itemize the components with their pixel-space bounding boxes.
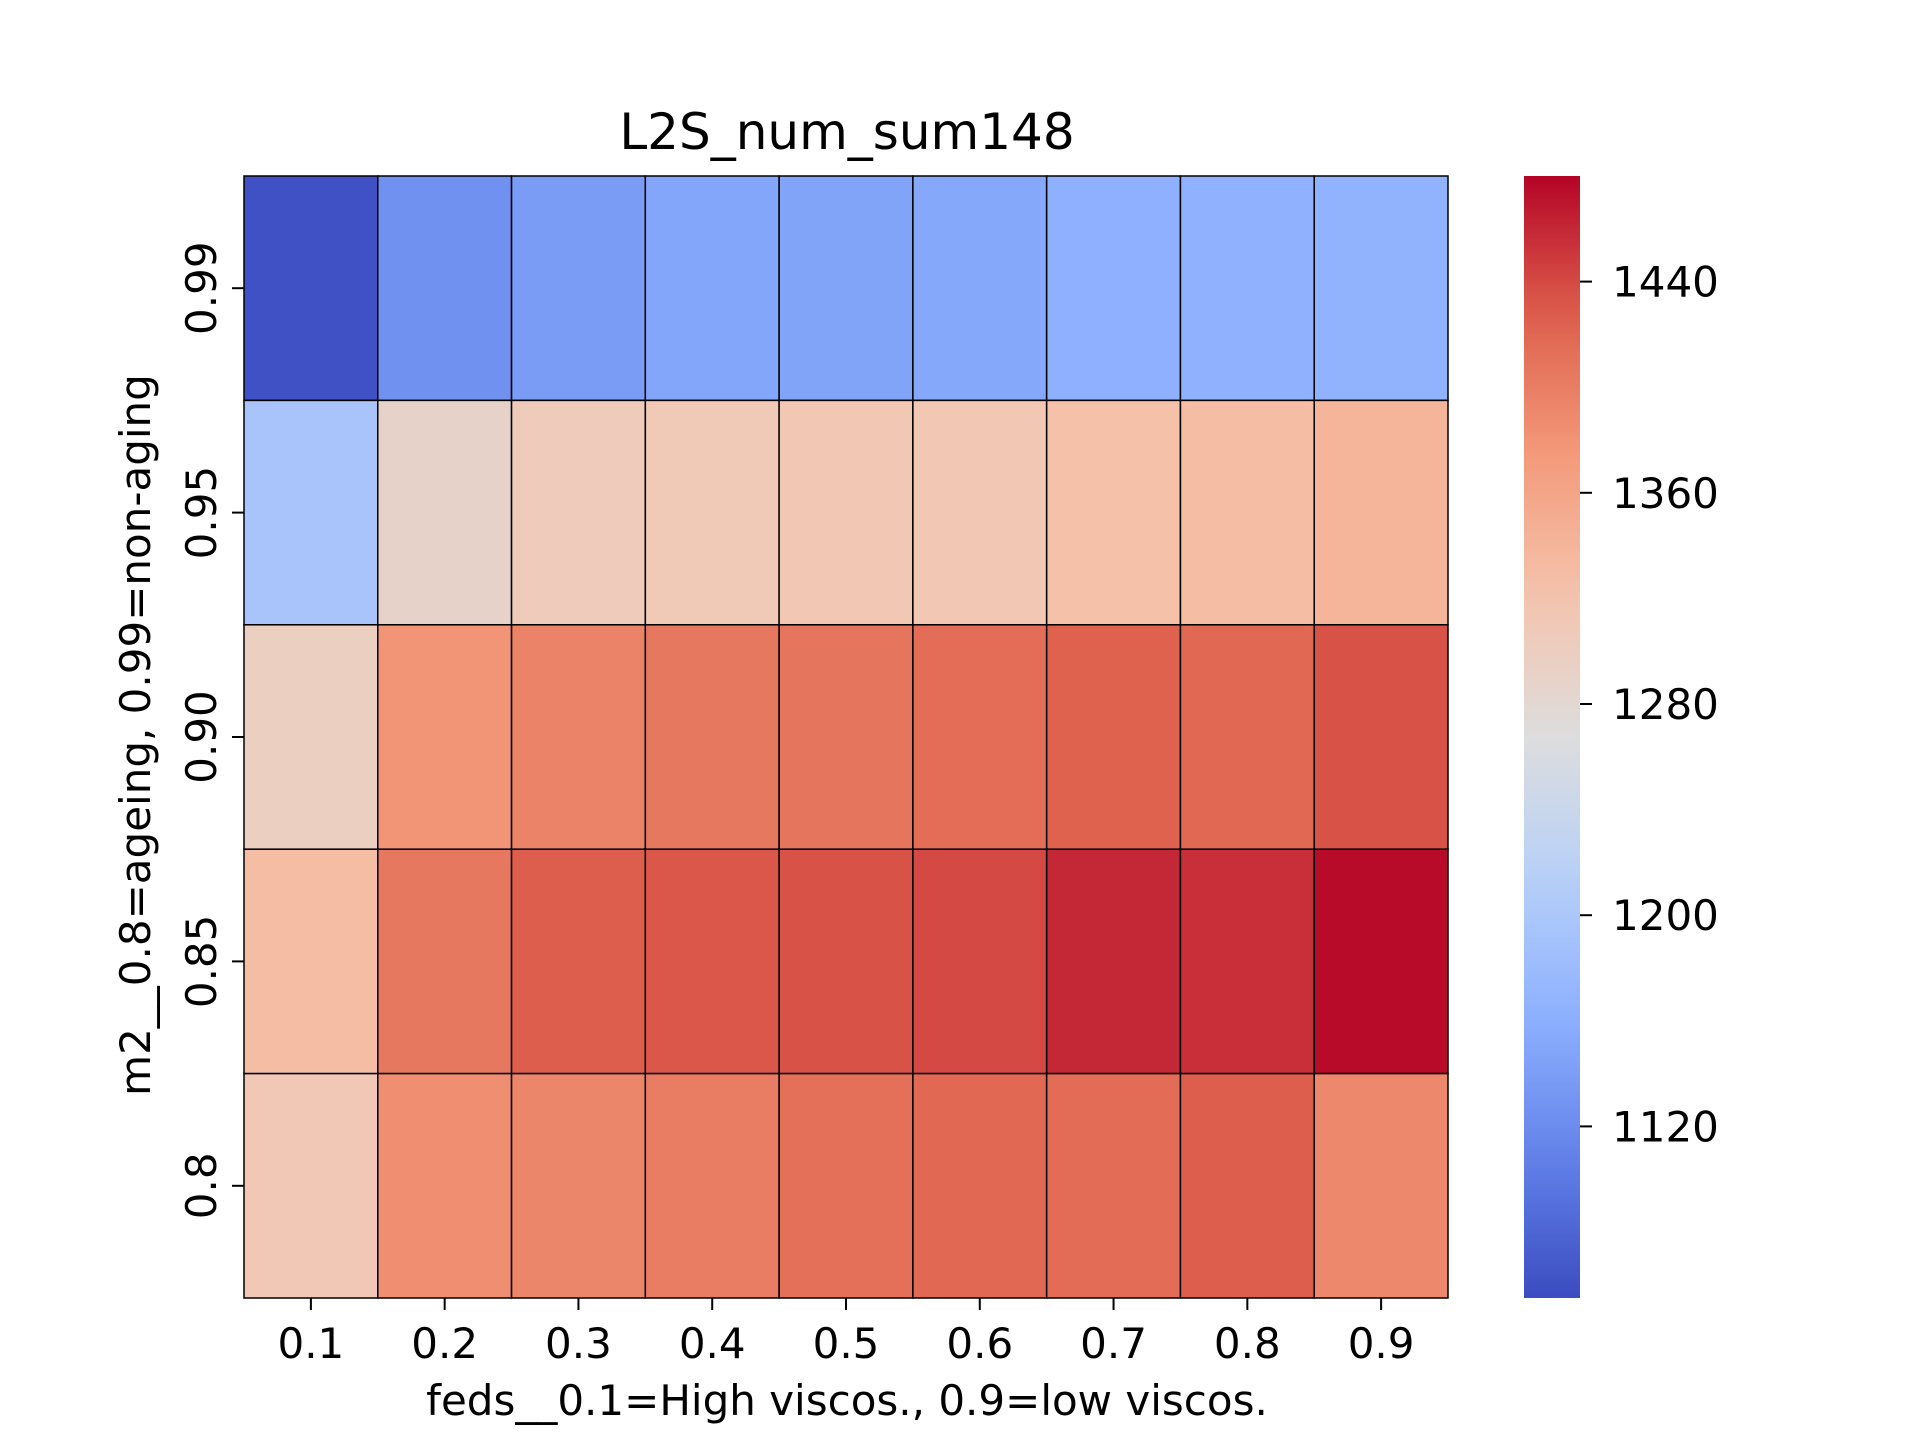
x-axis-ticks: 0.1 0.2 0.3 0.4 0.5 0.6 0.7 0.8 0.9 [277, 1298, 1415, 1368]
y-axis-ticks: 0.99 0.95 0.90 0.85 0.8 [177, 241, 244, 1219]
heatmap-cell [1045, 399, 1182, 626]
heatmap-cell [1179, 624, 1315, 850]
y-tick-label: 0.95 [177, 466, 226, 560]
colorbar-tick-label: 1360 [1612, 469, 1719, 518]
heatmap-cell [377, 399, 513, 626]
heatmap-cell [1313, 1072, 1449, 1299]
colorbar-tick-label: 1280 [1612, 680, 1719, 729]
heatmap-cell [243, 399, 379, 626]
heatmap-cell [912, 399, 1048, 626]
colorbar [1524, 176, 1580, 1298]
heatmap-cell [912, 1072, 1048, 1299]
colorbar-tick-label: 1200 [1612, 891, 1719, 940]
x-tick-label: 0.2 [411, 1319, 478, 1368]
heatmap-cell [644, 399, 780, 626]
heatmap-cell [778, 624, 914, 850]
x-tick-label: 0.7 [1080, 1319, 1147, 1368]
y-tick-label: 0.90 [177, 690, 226, 784]
chart-title: L2S_num_sum148 [619, 103, 1074, 161]
x-tick-label: 0.9 [1348, 1319, 1415, 1368]
heatmap-cell [243, 175, 379, 402]
heatmap-cell [778, 175, 914, 402]
heatmap-cell [1313, 399, 1449, 626]
x-tick-label: 0.4 [679, 1319, 746, 1368]
y-axis-label: m2__0.8=ageing, 0.99=non-aging [111, 374, 160, 1096]
x-axis-label: feds__0.1=High viscos., 0.9=low viscos. [426, 1376, 1268, 1425]
x-tick-label: 0.6 [946, 1319, 1013, 1368]
heatmap-cell [510, 1072, 647, 1299]
heatmap-cell [243, 624, 379, 850]
heatmap-cell [510, 399, 647, 626]
heatmap-cell [644, 1072, 780, 1299]
heatmap-cell [377, 175, 513, 402]
heatmap-cell [912, 624, 1048, 850]
heatmap-cell [1045, 175, 1182, 402]
heatmap-cell [243, 848, 379, 1075]
y-tick-label: 0.8 [177, 1152, 226, 1219]
heatmap-cell [1179, 399, 1315, 626]
heatmap-cell [377, 1072, 513, 1299]
heatmap-cell [1179, 175, 1315, 402]
heatmap-cell [644, 624, 780, 850]
heatmap-cell [1179, 848, 1315, 1075]
colorbar-tick-label: 1440 [1612, 258, 1719, 307]
y-tick-label: 0.85 [177, 915, 226, 1009]
x-tick-label: 0.1 [277, 1319, 344, 1368]
heatmap-cell [778, 848, 914, 1075]
heatmap-cell [377, 848, 513, 1075]
heatmap-cell [1045, 624, 1182, 850]
x-tick-label: 0.3 [545, 1319, 612, 1368]
heatmap-cell [912, 848, 1048, 1075]
heatmap-cell [510, 175, 647, 402]
y-tick-label: 0.99 [177, 241, 226, 335]
heatmap-cell [912, 175, 1048, 402]
heatmap-cell [243, 1072, 379, 1299]
colorbar-tick-label: 1120 [1612, 1102, 1719, 1151]
heatmap-cell [778, 399, 914, 626]
colorbar-ticks: 1120 1200 1280 1360 1440 [1580, 258, 1719, 1151]
heatmap-cell [1045, 1072, 1182, 1299]
heatmap-cell [1313, 624, 1449, 850]
heatmap-cell [1045, 848, 1182, 1075]
heatmap-cell [1313, 848, 1449, 1075]
x-tick-label: 0.5 [813, 1319, 880, 1368]
heatmap-cell [778, 1072, 914, 1299]
heatmap-cells [243, 175, 1449, 1299]
heatmap-cell [510, 624, 647, 850]
x-tick-label: 0.8 [1214, 1319, 1281, 1368]
heatmap-cell [644, 175, 780, 402]
heatmap-cell [510, 848, 647, 1075]
heatmap-cell [1179, 1072, 1315, 1299]
heatmap-cell [1313, 175, 1449, 402]
heatmap-cell [377, 624, 513, 850]
heatmap-cell [644, 848, 780, 1075]
